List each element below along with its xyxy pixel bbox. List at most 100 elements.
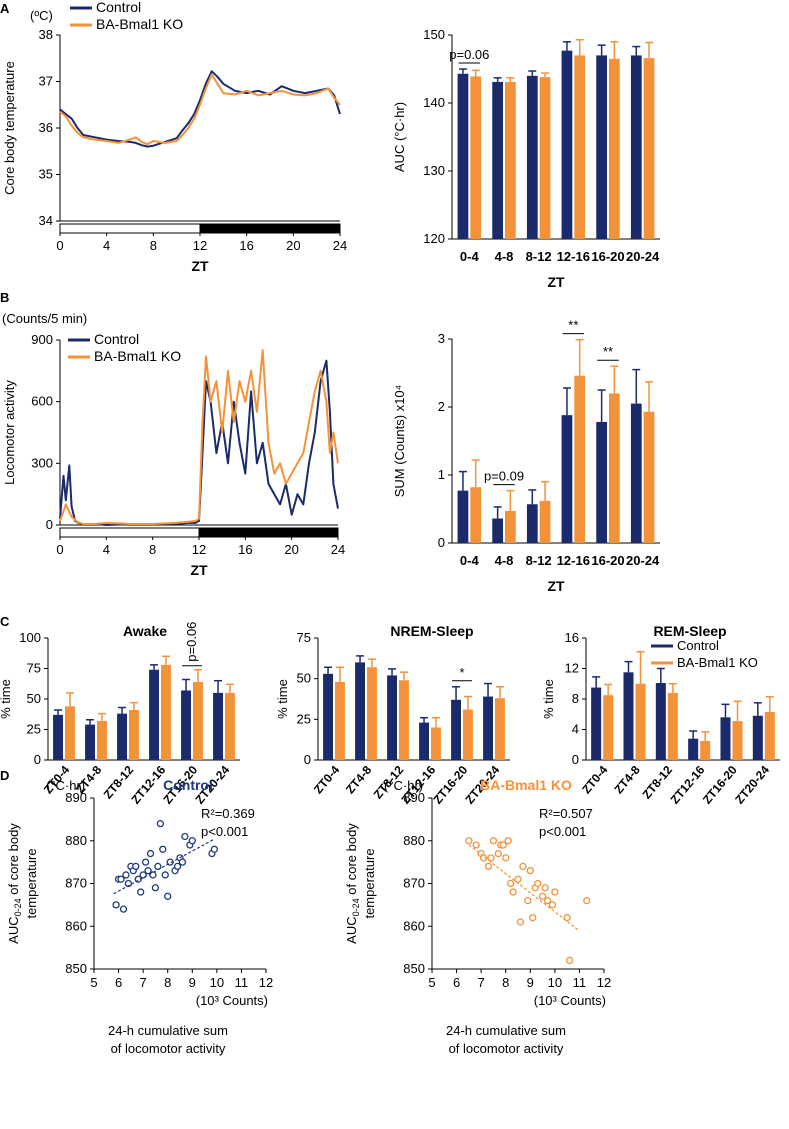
y-axis-label-line1: AUC0-24 of core body (6, 823, 23, 944)
scatter-point (181, 832, 189, 841)
x-axis-label: ZT (547, 578, 565, 594)
chart-title: REM-Sleep (653, 623, 726, 639)
bar-ko (367, 667, 377, 760)
x-unit-label: (10³ Counts) (196, 993, 268, 1008)
x-unit-label: (10³ Counts) (534, 993, 606, 1008)
x-tick-label: 9 (527, 975, 534, 990)
scatter-point (164, 892, 172, 900)
y-tick-label: 36 (39, 120, 53, 135)
y-axis-label-line1: AUC0-24 of core body (344, 823, 361, 944)
dark-phase-bar (198, 527, 339, 538)
panel-label-a: A (0, 1, 10, 16)
y-tick-label: 0 (46, 517, 53, 532)
x-tick-label: 20-24 (626, 553, 660, 568)
bar-control (355, 662, 365, 760)
legend-label-control: Control (96, 0, 141, 15)
scatter-point (487, 854, 495, 862)
y-tick-label: 1 (438, 467, 445, 482)
x-tick-label: 12 (192, 542, 206, 557)
x-tick-label: 16 (238, 542, 252, 557)
legend-label-control: Control (94, 331, 139, 347)
scatter-point (156, 820, 164, 828)
chart-temperature-auc-bars: 120 130 140 150 0-4 4-8 8-12 12-16 16-20 20-24 ZT A… (392, 27, 660, 290)
bar-control (149, 669, 159, 760)
bar-control (561, 415, 573, 543)
y-tick-label: 0 (438, 535, 445, 550)
y-axis-label: % time (541, 679, 556, 719)
bar-control (623, 672, 634, 760)
bar-ko (732, 721, 743, 760)
bar-ko (764, 711, 775, 760)
x-tick-label: 7 (140, 975, 147, 990)
x-tick-label: 11 (573, 975, 587, 990)
scatter-point (529, 914, 537, 922)
x-axis-label-line2: of locomotor activity (111, 1041, 226, 1056)
scatter-point (151, 884, 160, 892)
bar-control (213, 692, 223, 760)
legend-label-ko: BA-Bmal1 KO (96, 16, 183, 32)
y-axis-label: % time (275, 679, 290, 719)
bar-control (451, 699, 461, 760)
y-tick-label: 880 (403, 833, 425, 848)
scatter-point (188, 837, 196, 845)
scatter-point (519, 862, 527, 871)
bar-control (630, 403, 642, 543)
scatter-point (541, 884, 549, 892)
legend-label-ko: BA-Bmal1 KO (94, 348, 181, 364)
x-tick-label: 12 (193, 238, 207, 253)
dark-phase-bar (199, 223, 341, 234)
regression-line (468, 844, 580, 932)
scatter-point (141, 858, 150, 866)
bar-control (720, 717, 731, 760)
y-tick-label: 38 (39, 27, 53, 42)
scatter-point (161, 871, 169, 879)
regression-line (113, 838, 215, 895)
y-tick-label: 37 (39, 74, 53, 89)
y-tick-label: 890 (403, 790, 425, 805)
scatter-point (210, 845, 219, 853)
y-tick-label: 870 (403, 876, 425, 891)
x-tick-label: 24 (331, 542, 345, 557)
bar-control (688, 738, 699, 760)
bar-control (596, 55, 607, 240)
bar-ko (470, 487, 482, 543)
light-phase-bar (59, 527, 200, 538)
stat-p: p<0.001 (201, 824, 248, 839)
bar-ko (603, 695, 614, 760)
scatter-point (144, 867, 152, 875)
x-tick-label: 5 (428, 975, 435, 990)
bar-ko (463, 709, 473, 760)
bar-control (655, 682, 666, 760)
y-axis-label: SUM (Counts) x10⁴ (392, 385, 407, 498)
unit-label: (ºC) (30, 8, 53, 23)
chart-locomotor-sum-bars: 0 1 2 3 0-4 4-8 8-12 12-16 16-20 20-24 ZT SUM (Coun… (392, 318, 660, 594)
bar-control (419, 722, 429, 760)
y-tick-label: 860 (403, 918, 425, 933)
x-tick-label: 0 (56, 542, 63, 557)
x-tick-label: 8 (502, 975, 509, 990)
bar-ko (495, 698, 505, 760)
scatter-point (565, 956, 574, 965)
scatter-point (524, 896, 532, 905)
x-tick-label: 9 (189, 975, 196, 990)
bar-ko (431, 727, 441, 760)
bar-ko (505, 81, 516, 239)
bar-ko (193, 681, 203, 760)
series-line-ko (59, 73, 341, 146)
scatter-point (149, 871, 157, 879)
bar-ko (335, 681, 345, 760)
bar-ko (539, 500, 551, 543)
x-tick-label: 20-24 (626, 249, 660, 264)
legend-label-ko: BA-Bmal1 KO (677, 655, 758, 670)
y-tick-label: 140 (423, 95, 445, 110)
bar-ko (609, 58, 620, 239)
scatter-point (499, 841, 507, 849)
scatter-point (159, 845, 167, 853)
significance-label: p=0.06 (449, 47, 489, 62)
x-tick-label: ZT4-8 (343, 763, 375, 797)
bar-ko (225, 692, 235, 760)
x-tick-label: 8 (150, 238, 157, 253)
stat-p: p<0.001 (539, 824, 586, 839)
